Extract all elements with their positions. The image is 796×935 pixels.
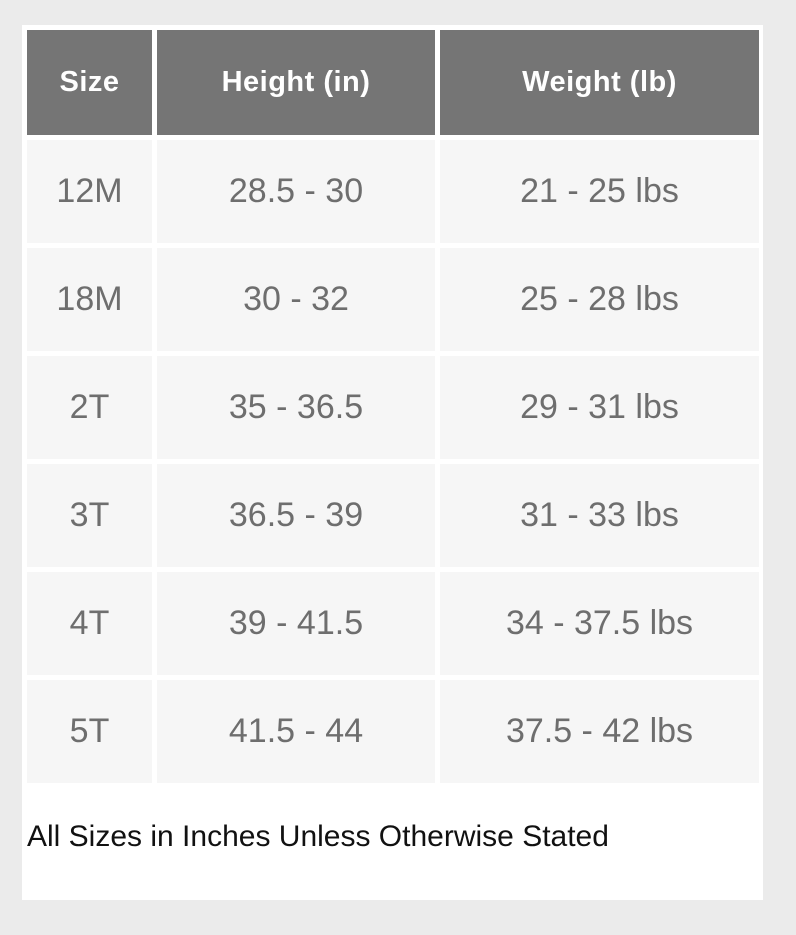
weight-cell: 29 - 31 lbs [440, 356, 759, 459]
header-row: Size Height (in) Weight (lb) [27, 30, 759, 135]
sizes-note: All Sizes in Inches Unless Otherwise Sta… [27, 820, 609, 853]
table-row: 4T 39 - 41.5 34 - 37.5 lbs [27, 572, 759, 675]
height-cell: 36.5 - 39 [157, 464, 435, 567]
size-cell: 2T [27, 356, 152, 459]
size-cell: 5T [27, 680, 152, 783]
weight-cell: 34 - 37.5 lbs [440, 572, 759, 675]
table-row: 5T 41.5 - 44 37.5 - 42 lbs [27, 680, 759, 783]
table-row: 12M 28.5 - 30 21 - 25 lbs [27, 140, 759, 243]
weight-cell: 37.5 - 42 lbs [440, 680, 759, 783]
height-cell: 30 - 32 [157, 248, 435, 351]
weight-cell: 31 - 33 lbs [440, 464, 759, 567]
size-cell: 12M [27, 140, 152, 243]
table-row: 3T 36.5 - 39 31 - 33 lbs [27, 464, 759, 567]
height-cell: 39 - 41.5 [157, 572, 435, 675]
column-header-weight: Weight (lb) [440, 30, 759, 135]
weight-cell: 21 - 25 lbs [440, 140, 759, 243]
size-cell: 18M [27, 248, 152, 351]
height-cell: 35 - 36.5 [157, 356, 435, 459]
size-chart-card: Size Height (in) Weight (lb) 12M 28.5 - … [22, 25, 763, 900]
column-header-height: Height (in) [157, 30, 435, 135]
size-chart-table: Size Height (in) Weight (lb) 12M 28.5 - … [22, 25, 764, 788]
table-row: 18M 30 - 32 25 - 28 lbs [27, 248, 759, 351]
weight-cell: 25 - 28 lbs [440, 248, 759, 351]
table-row: 2T 35 - 36.5 29 - 31 lbs [27, 356, 759, 459]
height-cell: 28.5 - 30 [157, 140, 435, 243]
column-header-size: Size [27, 30, 152, 135]
size-cell: 3T [27, 464, 152, 567]
size-cell: 4T [27, 572, 152, 675]
height-cell: 41.5 - 44 [157, 680, 435, 783]
